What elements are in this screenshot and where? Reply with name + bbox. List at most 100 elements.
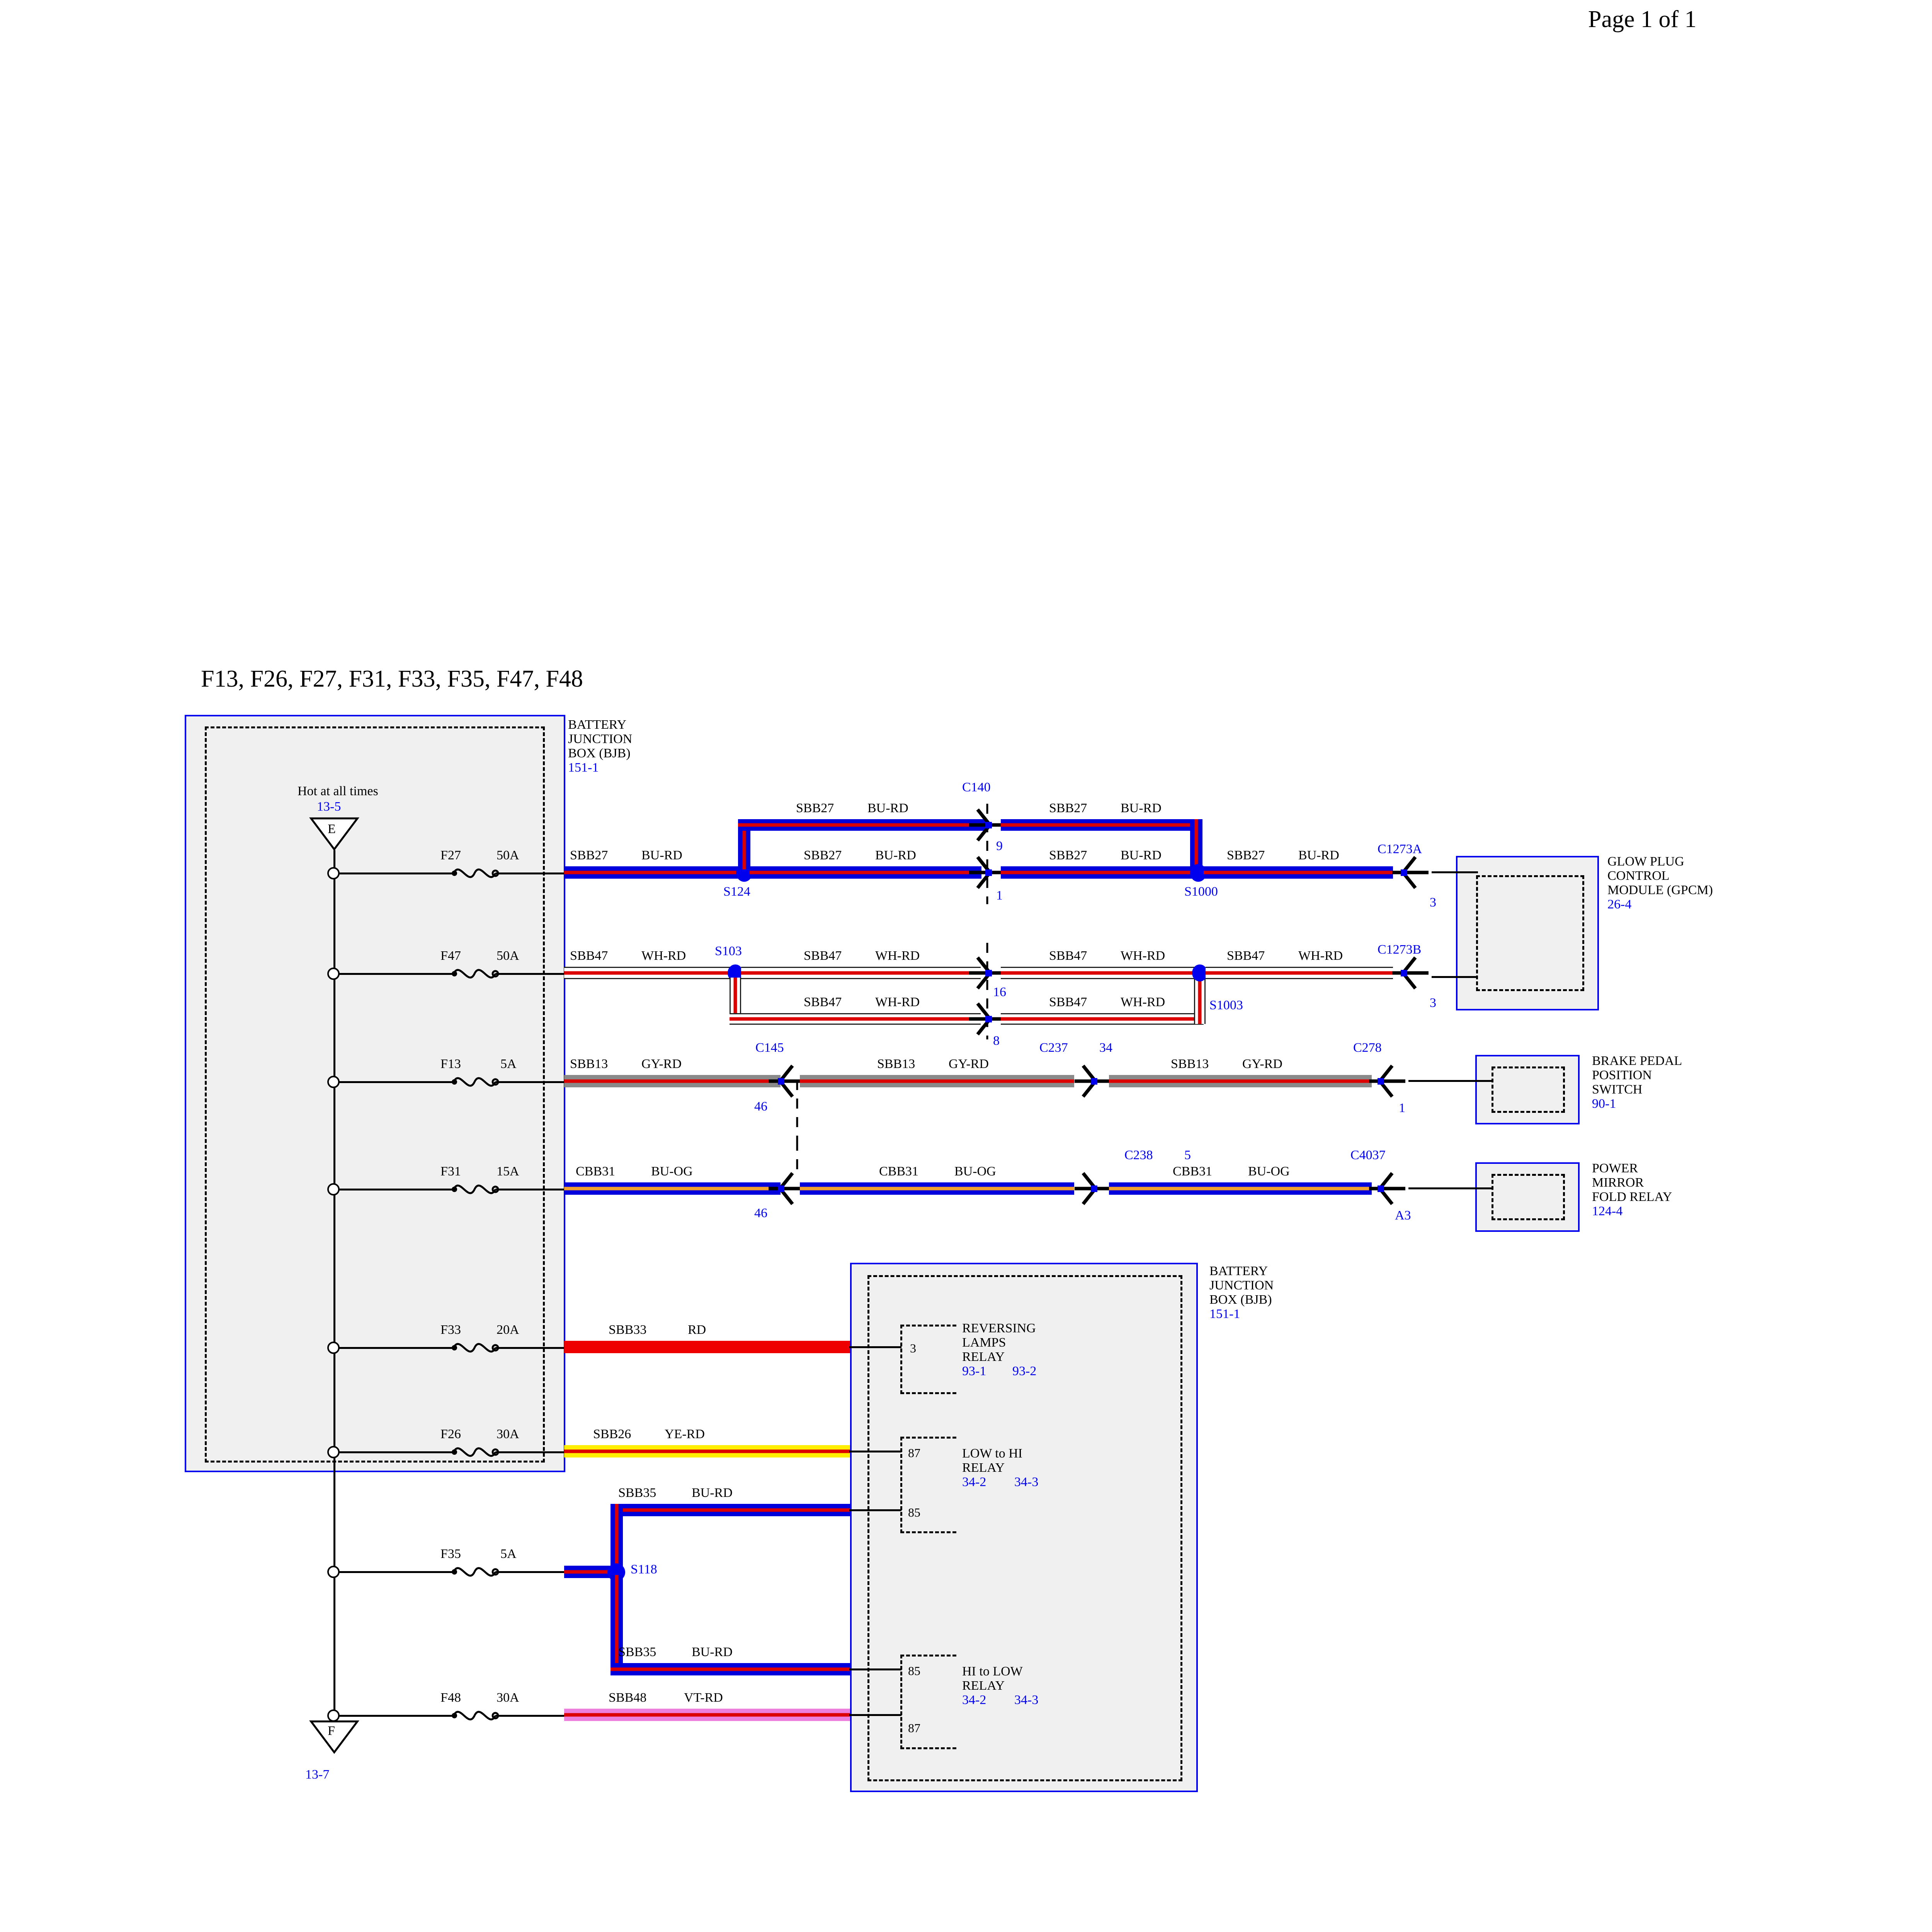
module-power-mirror-name-line3: FOLD RELAY: [1592, 1190, 1672, 1204]
connector-label-c4037: C4037: [1350, 1148, 1386, 1162]
connector-c278-arrow: [1369, 1065, 1405, 1098]
wire-sbb47-lower-run-left: [730, 1013, 981, 1025]
wire-sbb35-riser-down: [611, 1575, 623, 1675]
connector-c1273a-arrow: [1392, 856, 1429, 889]
low-to-hi-relay-pin87-lead: [849, 1451, 901, 1452]
fuse-lead-f33-right: [495, 1347, 565, 1349]
bjb-lower-name-line3: BOX (BJB): [1209, 1293, 1272, 1307]
wire-label-cbb31-c-circuit: CBB31: [1173, 1164, 1213, 1179]
wire-label-sbb47-e-circuit: SBB47: [1049, 995, 1087, 1009]
bjb-left-name-line3: BOX (BJB): [568, 746, 631, 760]
relay-reversing-lamps-ref2: 93-2: [1012, 1364, 1037, 1378]
relay-hi-to-low-name-line2: RELAY: [962, 1679, 1005, 1693]
power-bus-vertical: [333, 850, 335, 1719]
hot-ref-label: 13-5: [317, 799, 341, 814]
module-gpcm-name-line1: GLOW PLUG: [1607, 854, 1684, 869]
fuse-id-f31: F31: [440, 1164, 461, 1179]
wire-label-sbb33-color: RD: [688, 1323, 706, 1337]
hi-to-low-relay-pin85-lead: [849, 1668, 901, 1670]
fuse-lead-f13-left: [339, 1081, 455, 1083]
reversing-lamps-relay-pin-lead: [849, 1346, 901, 1348]
wire-label-sbb27-a-color: BU-RD: [641, 848, 682, 862]
connector-c278-pin: 1: [1399, 1101, 1405, 1115]
connector-c140b-pin-bottom: 8: [993, 1034, 1000, 1048]
connector-c1273b-pin: 3: [1430, 996, 1436, 1010]
wire-cbb31-run1: [564, 1182, 781, 1195]
fuse-lead-f35-left: [339, 1571, 455, 1573]
splice-label-s1003: S1003: [1209, 998, 1243, 1012]
bus-node-f48: [327, 1709, 340, 1722]
wire-label-sbb47-d-circuit: SBB47: [1049, 949, 1087, 963]
fuse-lead-f26-left: [339, 1451, 455, 1453]
wire-label-cbb31-a-color: BU-OG: [651, 1164, 693, 1179]
module-gpcm-pin-lead-top: [1432, 871, 1478, 873]
connector-c238-pin: 5: [1184, 1148, 1191, 1162]
fuse-symbol-f27: [452, 868, 499, 878]
fuse-lead-f31-right: [495, 1189, 565, 1190]
connector-c1273b-arrow: [1392, 956, 1429, 990]
wire-label-sbb47-b-circuit: SBB47: [804, 949, 842, 963]
wire-label-sbb27-c-color: BU-RD: [867, 801, 908, 815]
connector-label-c237: C237: [1039, 1041, 1068, 1055]
splice-label-s124: S124: [723, 884, 750, 899]
wire-sbb33-run: [564, 1341, 850, 1353]
wire-label-sbb35-a-color: BU-RD: [692, 1486, 733, 1500]
wire-label-sbb47-c-circuit: SBB47: [804, 995, 842, 1009]
module-gpcm-box: [1456, 856, 1599, 1010]
connector-c145-pin: 46: [754, 1099, 767, 1114]
fuse-rating-f13: 5A: [500, 1057, 517, 1071]
wire-label-sbb27-f-color: BU-RD: [1298, 848, 1339, 862]
wire-label-cbb31-a-circuit: CBB31: [576, 1164, 616, 1179]
wire-label-sbb47-e-color: WH-RD: [1121, 995, 1165, 1009]
connector-c238-arrow: [1075, 1172, 1110, 1205]
wire-label-sbb27-e-color: BU-RD: [1121, 848, 1162, 862]
bjb-left-ref: 151-1: [568, 760, 599, 775]
fuse-id-f48: F48: [440, 1690, 461, 1705]
wire-label-sbb48-color: VT-RD: [684, 1690, 723, 1705]
wire-label-sbb47-b-color: WH-RD: [875, 949, 920, 963]
connector-label-c1273b: C1273B: [1378, 942, 1422, 957]
connector-c237-arrow: [1075, 1065, 1110, 1098]
connector-c140-pin-top: 9: [996, 839, 1003, 853]
page-indicator: Page 1 of 1: [1588, 6, 1697, 32]
wire-sbb27-run1: [564, 866, 746, 879]
relay-reversing-lamps-dashed-box: [900, 1325, 956, 1394]
connector-label-c238: C238: [1124, 1148, 1153, 1162]
fuse-id-f35: F35: [440, 1547, 461, 1561]
fuse-symbol-f48: [452, 1711, 499, 1721]
bjb-lower-name-line2: JUNCTION: [1209, 1278, 1274, 1293]
fuse-lead-f27-right: [495, 872, 565, 874]
relay-hi-to-low-name-line1: HI to LOW: [962, 1664, 1023, 1679]
module-power-mirror-fold-relay-pin-lead: [1408, 1187, 1493, 1189]
relay-low-to-hi-pin-87: 87: [908, 1446, 920, 1460]
wire-label-sbb26-circuit: SBB26: [593, 1427, 631, 1441]
hi-to-low-relay-pin87-lead: [849, 1714, 901, 1716]
relay-reversing-lamps-ref1: 93-1: [962, 1364, 986, 1378]
module-gpcm-pin-lead-bottom: [1432, 976, 1478, 978]
connector-c1273a-pin: 3: [1430, 895, 1436, 910]
fuse-lead-f47-left: [339, 973, 455, 975]
connector-c140-pin-bottom: 1: [996, 888, 1003, 903]
connector-c140b-arrow-lower: [969, 1002, 1005, 1036]
wire-label-sbb27-d-color: BU-RD: [1121, 801, 1162, 815]
fuse-lead-f48-right: [495, 1715, 565, 1717]
bjb-lower-box: [850, 1263, 1198, 1792]
connector-c237-pin: 34: [1099, 1041, 1112, 1055]
module-power-mirror-fold-relay-dashed-outline: [1492, 1174, 1565, 1220]
fuse-lead-f26-right: [495, 1451, 565, 1453]
relay-low-to-hi-name-line2: RELAY: [962, 1461, 1005, 1475]
wire-cbb31-run2: [800, 1182, 1074, 1195]
connector-c145b-arrow: [769, 1172, 803, 1205]
relay-reversing-lamps-name-line1: REVERSING: [962, 1321, 1036, 1335]
wire-label-sbb27-f-circuit: SBB27: [1227, 848, 1265, 862]
fuse-id-f26: F26: [440, 1427, 461, 1441]
bus-node-f31: [327, 1183, 340, 1196]
fuse-symbol-f31: [452, 1184, 499, 1194]
hot-at-all-times-label: Hot at all times: [298, 784, 378, 798]
relay-hi-to-low-ref1: 34-2: [962, 1693, 986, 1707]
wire-label-cbb31-b-color: BU-OG: [954, 1164, 996, 1179]
connector-c4037-pin: A3: [1395, 1208, 1411, 1223]
wire-label-sbb35-b-color: BU-RD: [692, 1645, 733, 1659]
module-brake-pedal-switch-pin-lead: [1408, 1080, 1493, 1082]
wire-sbb27-riser-right: [1190, 819, 1202, 869]
